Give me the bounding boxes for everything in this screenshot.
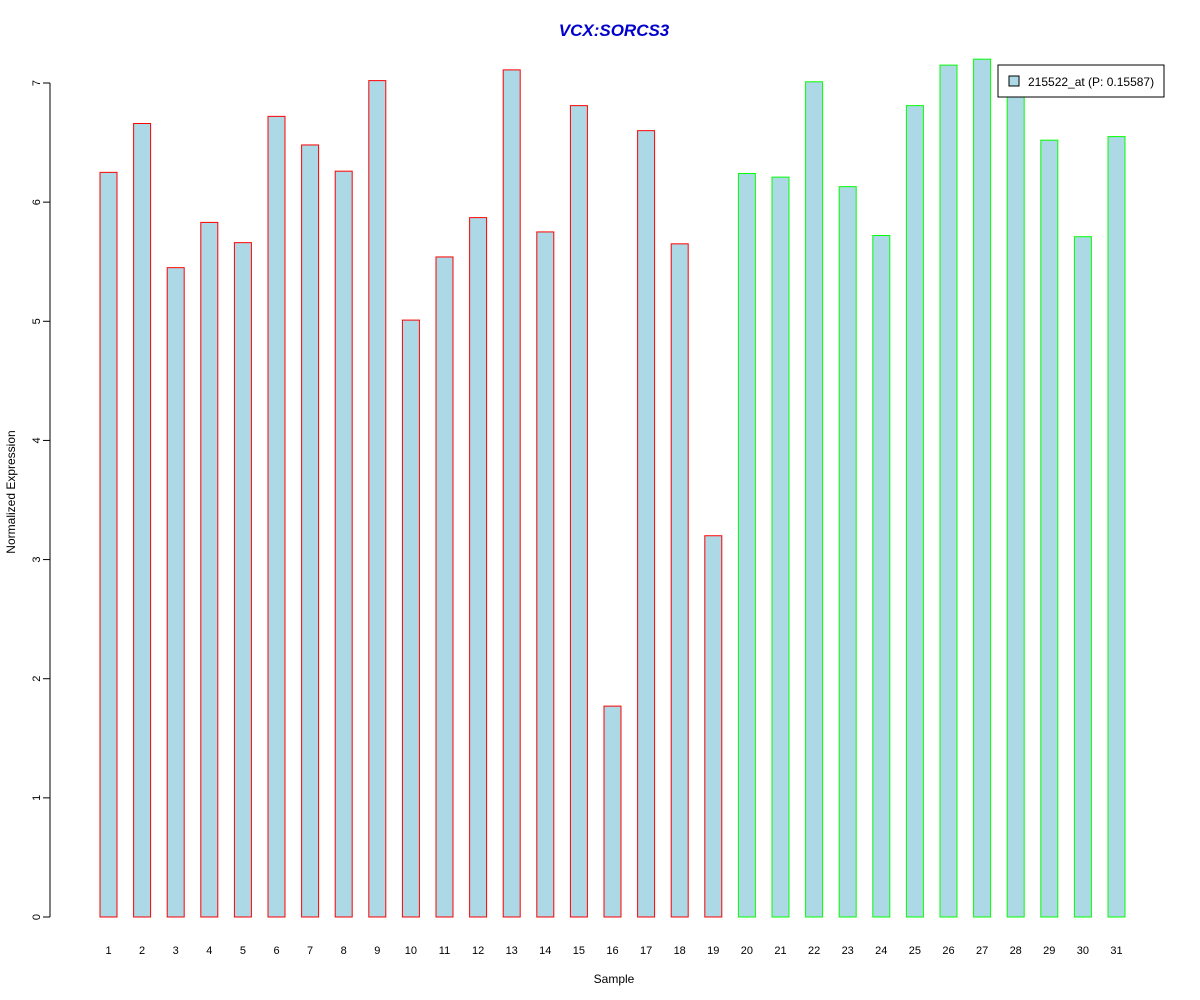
bar-sample-31 (1107, 136, 1126, 918)
y-tick-label: 1 (31, 795, 43, 801)
x-tick-label: 14 (539, 945, 551, 957)
bar-sample-5 (233, 242, 252, 918)
x-tick-label: 15 (573, 945, 585, 957)
x-tick-label: 27 (976, 945, 988, 957)
x-tick-label: 11 (439, 945, 450, 957)
bar-sample-17 (637, 130, 656, 918)
bar-sample-23 (838, 186, 857, 918)
x-tick-label: 4 (206, 945, 212, 957)
bar-sample-22 (805, 81, 824, 918)
bar-sample-2 (133, 123, 152, 918)
bar-sample-3 (166, 267, 185, 918)
y-tick-label: 7 (31, 80, 43, 86)
x-tick-label: 23 (842, 945, 854, 957)
x-tick-label: 22 (808, 945, 820, 957)
bar-sample-19 (704, 535, 723, 918)
y-axis-title: Normalized Expression (4, 430, 18, 553)
bar-sample-9 (368, 80, 387, 918)
bar-sample-1 (99, 171, 118, 918)
x-tick-label: 20 (741, 945, 753, 957)
bar-sample-18 (670, 243, 689, 918)
x-tick-label: 10 (405, 945, 417, 957)
y-tick-label: 5 (31, 318, 43, 324)
x-tick-label: 1 (105, 945, 111, 957)
x-tick-label: 6 (273, 945, 279, 957)
x-tick-label: 18 (674, 945, 686, 957)
bar-sample-15 (569, 105, 588, 918)
bar-sample-14 (536, 231, 555, 918)
x-tick-label: 17 (640, 945, 652, 957)
x-tick-label: 8 (341, 945, 347, 957)
x-tick-label: 26 (942, 945, 954, 957)
x-tick-label: 29 (1043, 945, 1055, 957)
bar-sample-13 (502, 69, 521, 918)
y-tick-label: 3 (31, 557, 43, 563)
legend: 215522_at (P: 0.15587) (997, 64, 1165, 98)
y-tick-label: 2 (31, 676, 43, 682)
bar-sample-7 (301, 144, 320, 918)
bar-sample-8 (334, 170, 353, 918)
x-tick-label: 21 (774, 945, 786, 957)
x-tick-label: 16 (606, 945, 618, 957)
x-tick-label: 28 (1010, 945, 1022, 957)
y-tick-label: 0 (31, 914, 43, 920)
bar-sample-4 (200, 221, 219, 918)
bar-sample-29 (1040, 139, 1059, 918)
x-tick-label: 19 (707, 945, 719, 957)
bar-sample-16 (603, 705, 622, 918)
x-tick-label: 25 (909, 945, 921, 957)
x-tick-label: 30 (1077, 945, 1089, 957)
bar-sample-11 (435, 256, 454, 918)
x-tick-label: 9 (374, 945, 380, 957)
legend-label: 215522_at (P: 0.15587) (1028, 75, 1154, 89)
chart-title: VCX:SORCS3 (559, 21, 670, 40)
x-tick-label: 2 (139, 945, 145, 957)
x-tick-label: 13 (506, 945, 518, 957)
bar-sample-26 (939, 64, 958, 918)
x-axis: 1 2 3 4 5 6 7 8 9 10 11 12 13 14 15 16 17 18 19 20 21 22 23 24 2… (105, 945, 1122, 957)
bar-sample-12 (469, 217, 488, 918)
x-tick-label: 31 (1110, 945, 1122, 957)
bar-sample-24 (872, 235, 891, 918)
x-tick-label: 7 (307, 945, 313, 957)
bar-sample-28 (1006, 92, 1025, 918)
bar-sample-6 (267, 115, 286, 918)
x-axis-title: Sample (594, 972, 635, 986)
bars (99, 58, 1126, 918)
bar-sample-30 (1073, 236, 1092, 918)
x-tick-label: 12 (472, 945, 484, 957)
y-tick-label: 6 (31, 199, 43, 205)
y-axis: 0 1 2 3 4 5 6 7 (31, 80, 51, 920)
legend-box (997, 64, 1165, 98)
legend-swatch (1008, 75, 1020, 87)
x-tick-label: 3 (173, 945, 179, 957)
bar-sample-25 (905, 105, 924, 918)
bar-sample-21 (771, 176, 790, 918)
x-tick-label: 5 (240, 945, 246, 957)
bar-sample-27 (973, 58, 992, 918)
bar-sample-10 (401, 319, 420, 918)
bar-sample-20 (737, 173, 756, 918)
y-tick-label: 4 (31, 437, 43, 443)
x-tick-label: 24 (875, 945, 887, 957)
